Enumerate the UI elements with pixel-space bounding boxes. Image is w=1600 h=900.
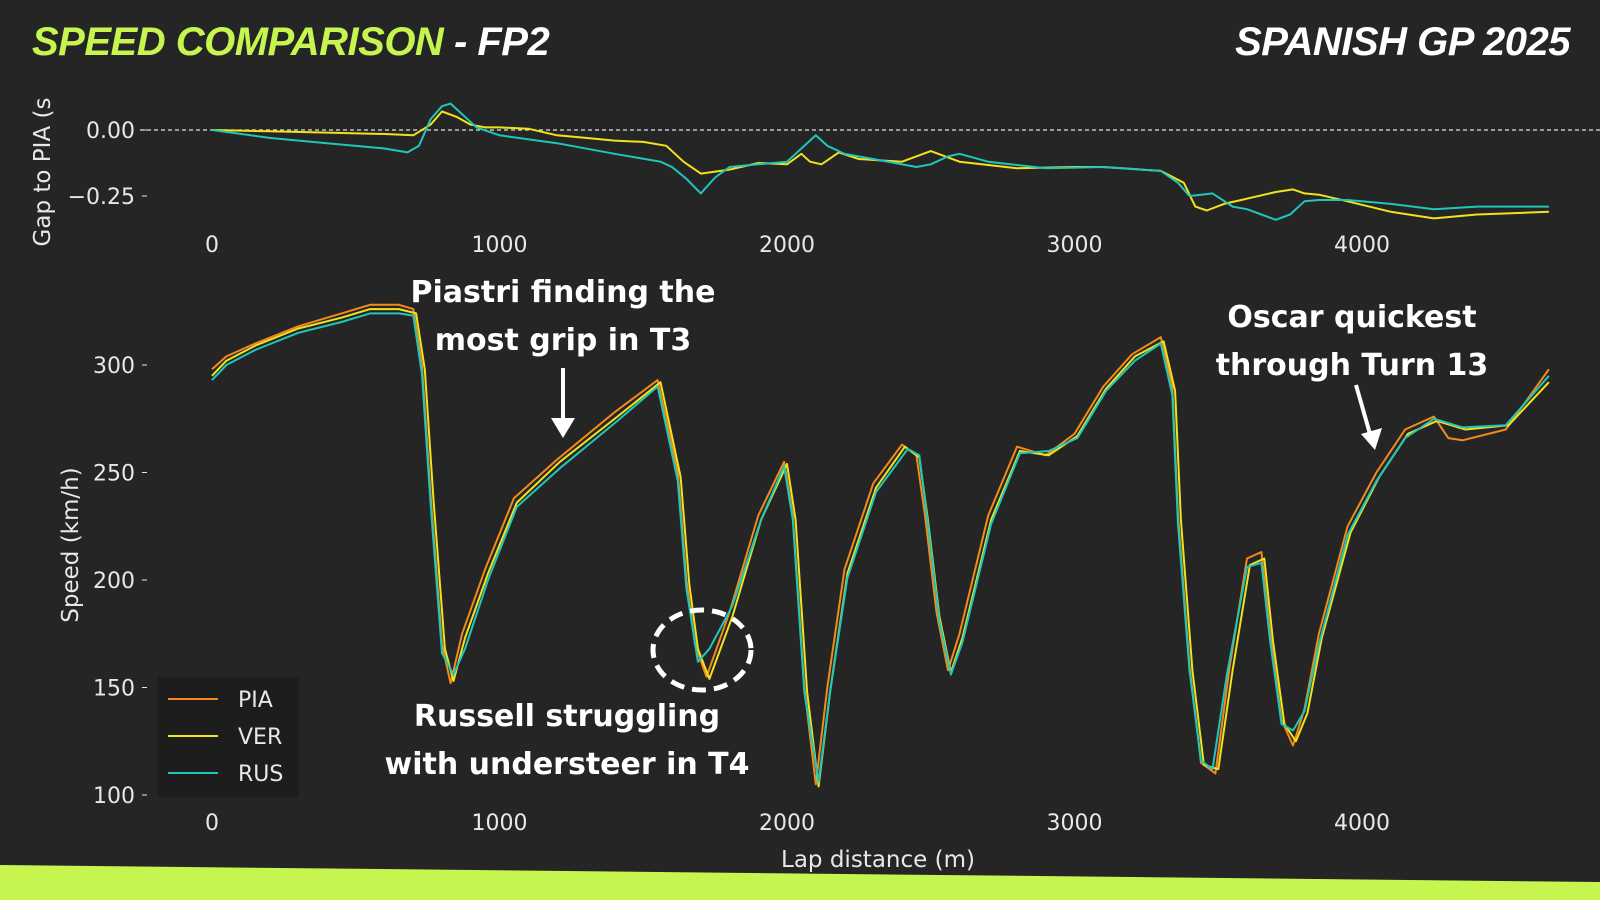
speed-y-tick-label: 100 <box>93 784 135 809</box>
annotation-oscar-arrow <box>1354 384 1372 435</box>
speed-panel: 0 1000 2000 3000 4000 100 150 200 250 300 <box>93 303 1550 836</box>
speed-y-tick-label: 200 <box>93 569 135 594</box>
legend-label-rus: RUS <box>238 762 283 787</box>
annotation-russell-line1: Russell struggling <box>414 699 720 734</box>
speed-x-tick-label: 4000 <box>1334 811 1390 836</box>
annotation-piastri-line2: most grip in T3 <box>435 323 691 358</box>
gap-x-tick-label: 4000 <box>1334 233 1390 258</box>
annotation-piastri-line1: Piastri finding the <box>411 275 716 310</box>
speed-x-tick-label: 0 <box>205 811 219 836</box>
gap-x-tick-label: 3000 <box>1047 233 1103 258</box>
title-session: - FP2 <box>443 20 550 64</box>
speed-y-axis-label: Speed (km/h) <box>58 467 84 622</box>
speed-y-tick-label: 300 <box>93 354 135 379</box>
gap-y-tick-label: −0.25 <box>68 185 135 210</box>
bottom-accent-stripe <box>0 865 1600 900</box>
annotation-russell-line2: with understeer in T4 <box>384 747 749 782</box>
gap-series-rus <box>211 102 1549 221</box>
annotation-oscar-line2: through Turn 13 <box>1216 348 1489 383</box>
gap-x-tick-label: 2000 <box>759 233 815 258</box>
legend-label-ver: VER <box>238 725 282 750</box>
speed-x-tick-label: 3000 <box>1047 811 1103 836</box>
speed-series-rus <box>211 312 1550 784</box>
speed-y-tick-label: 150 <box>93 677 135 702</box>
legend: PIA VER RUS <box>158 677 299 797</box>
speed-y-tick-label: 250 <box>93 462 135 487</box>
legend-label-pia: PIA <box>238 688 273 713</box>
gap-x-tick-label: 1000 <box>472 233 528 258</box>
gap-x-tick-label: 0 <box>205 233 219 258</box>
annotation-piastri-arrowhead <box>551 418 575 438</box>
speed-x-tick-label: 1000 <box>472 811 528 836</box>
gap-y-axis-label: Gap to PIA (s <box>30 98 56 247</box>
speed-x-axis-label: Lap distance (m) <box>781 847 975 873</box>
annotation-oscar-arrowhead <box>1361 428 1382 450</box>
gap-panel: 0 1000 2000 3000 4000 0.00 −0.25 <box>68 102 1600 258</box>
speed-x-tick-label: 2000 <box>759 811 815 836</box>
event-title: SPANISH GP 2025 <box>1235 20 1570 64</box>
gap-series-ver <box>211 110 1549 220</box>
chart-title: SPEED COMPARISON - FP2 <box>32 20 550 65</box>
title-accent: SPEED COMPARISON <box>32 20 444 64</box>
annotation-oscar-line1: Oscar quickest <box>1227 300 1476 335</box>
gap-y-tick-label: 0.00 <box>86 119 135 144</box>
annotation-russell-highlight <box>650 607 754 693</box>
